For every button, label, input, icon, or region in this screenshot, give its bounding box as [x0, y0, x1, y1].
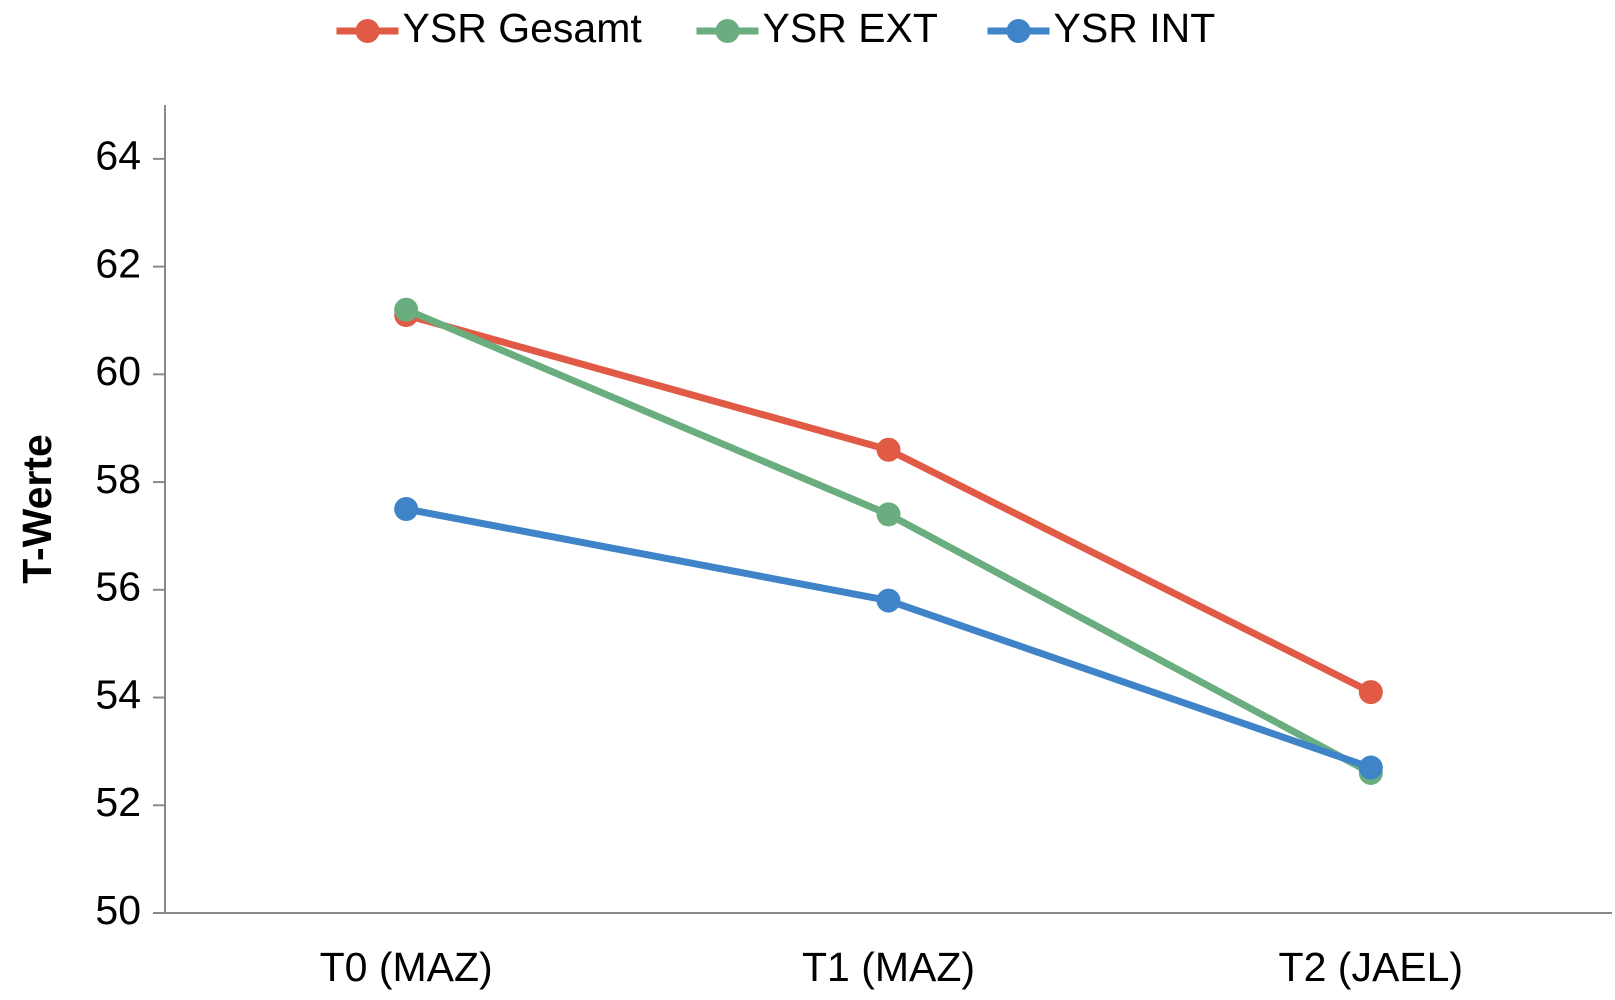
series-line [404, 306, 1373, 777]
marker [1358, 680, 1383, 705]
x-tick-label: T0 (MAZ) [320, 944, 493, 990]
x-tick-label: T1 (MAZ) [802, 944, 975, 990]
y-tick-label: 60 [95, 348, 141, 394]
y-tick-label: 64 [95, 133, 141, 179]
legend-label: YSR EXT [763, 5, 938, 51]
x-tick-label: T2 (JAEL) [1279, 944, 1464, 990]
y-tick-label: 56 [95, 564, 141, 610]
legend-label: YSR INT [1054, 5, 1216, 51]
y-tick-label: 50 [95, 887, 141, 933]
marker [394, 497, 419, 521]
y-tick-label: 52 [95, 779, 141, 825]
y-tick-label: 58 [95, 456, 141, 502]
series-line [405, 505, 1372, 771]
legend-marker [715, 19, 740, 43]
y-tick-label: 54 [95, 671, 141, 717]
marker [876, 502, 901, 527]
marker [1358, 755, 1383, 780]
legend-label: YSR Gesamt [403, 5, 643, 51]
marker [876, 437, 901, 462]
legend-marker [355, 19, 380, 43]
marker [394, 297, 419, 322]
legend-marker [1006, 19, 1031, 43]
y-axis-label: T-Werte [14, 434, 60, 584]
y-tick-label: 62 [95, 240, 141, 286]
marker [876, 588, 901, 613]
